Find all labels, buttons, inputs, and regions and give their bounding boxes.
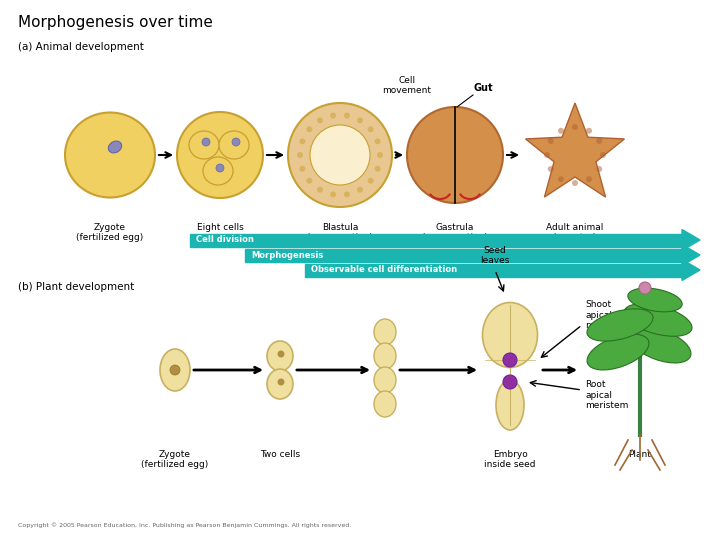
Text: Plant: Plant: [629, 450, 652, 459]
Ellipse shape: [374, 367, 396, 393]
Ellipse shape: [267, 369, 293, 399]
Circle shape: [202, 138, 210, 146]
Circle shape: [368, 178, 374, 184]
Text: Cell division: Cell division: [196, 235, 254, 245]
Circle shape: [503, 375, 517, 389]
Circle shape: [177, 112, 263, 198]
Text: Seed
leaves: Seed leaves: [480, 246, 510, 265]
Text: Zygote
(fertilized egg): Zygote (fertilized egg): [141, 450, 209, 469]
Text: Embryo
inside seed: Embryo inside seed: [485, 450, 536, 469]
Circle shape: [216, 164, 224, 172]
Ellipse shape: [160, 349, 190, 391]
Ellipse shape: [587, 334, 649, 370]
Circle shape: [357, 117, 363, 123]
Ellipse shape: [374, 391, 396, 417]
FancyBboxPatch shape: [245, 248, 682, 261]
Text: (a) Animal development: (a) Animal development: [18, 42, 144, 52]
Ellipse shape: [624, 303, 692, 336]
Polygon shape: [682, 230, 700, 251]
Circle shape: [310, 125, 370, 185]
Circle shape: [558, 176, 564, 182]
Circle shape: [317, 187, 323, 193]
Text: Cell
movement: Cell movement: [382, 76, 431, 95]
Circle shape: [586, 176, 592, 182]
Text: Zygote
(fertilized egg): Zygote (fertilized egg): [76, 223, 143, 242]
Ellipse shape: [629, 327, 691, 363]
FancyBboxPatch shape: [190, 233, 682, 246]
Circle shape: [596, 166, 602, 172]
Ellipse shape: [189, 131, 219, 159]
Circle shape: [600, 152, 606, 158]
Ellipse shape: [496, 380, 524, 430]
Circle shape: [277, 350, 284, 357]
Text: Two cells: Two cells: [260, 450, 300, 459]
Circle shape: [548, 166, 554, 172]
Ellipse shape: [108, 141, 122, 153]
Circle shape: [170, 365, 180, 375]
Text: Copyright © 2005 Pearson Education, Inc. Publishing as Pearson Benjamin Cummings: Copyright © 2005 Pearson Education, Inc.…: [18, 522, 351, 528]
Circle shape: [288, 103, 392, 207]
Circle shape: [377, 152, 383, 158]
Text: (b) Plant development: (b) Plant development: [18, 282, 134, 292]
Ellipse shape: [587, 309, 653, 341]
Circle shape: [232, 138, 240, 146]
Circle shape: [374, 138, 381, 144]
Polygon shape: [682, 245, 700, 266]
Circle shape: [572, 180, 578, 186]
Text: Observable cell differentiation: Observable cell differentiation: [311, 266, 457, 274]
Ellipse shape: [65, 112, 155, 198]
Circle shape: [596, 138, 602, 144]
Ellipse shape: [628, 288, 682, 312]
Circle shape: [374, 166, 381, 172]
Circle shape: [368, 126, 374, 132]
Ellipse shape: [219, 131, 249, 159]
Circle shape: [357, 187, 363, 193]
Text: Adult animal
(sea star): Adult animal (sea star): [546, 223, 603, 242]
Circle shape: [558, 128, 564, 134]
Text: Root
apical
meristem: Root apical meristem: [585, 380, 629, 410]
Circle shape: [306, 178, 312, 184]
Circle shape: [306, 126, 312, 132]
Circle shape: [344, 191, 350, 198]
Circle shape: [300, 138, 305, 144]
Circle shape: [317, 117, 323, 123]
Polygon shape: [682, 260, 700, 280]
Circle shape: [330, 191, 336, 198]
Circle shape: [544, 152, 550, 158]
Circle shape: [503, 353, 517, 367]
Ellipse shape: [267, 341, 293, 371]
Text: Morphogenesis: Morphogenesis: [251, 251, 323, 260]
Ellipse shape: [203, 157, 233, 185]
Circle shape: [407, 107, 503, 203]
Ellipse shape: [482, 302, 538, 368]
Circle shape: [300, 166, 305, 172]
Circle shape: [344, 113, 350, 119]
Text: Blastula
(cross section): Blastula (cross section): [307, 223, 373, 242]
Circle shape: [639, 282, 651, 294]
Circle shape: [586, 128, 592, 134]
Polygon shape: [526, 103, 624, 197]
Circle shape: [297, 152, 303, 158]
FancyBboxPatch shape: [305, 264, 682, 276]
Text: Eight cells: Eight cells: [197, 223, 243, 232]
Text: Gut: Gut: [473, 83, 492, 93]
Text: Shoot
apical
meristem: Shoot apical meristem: [585, 300, 629, 330]
Circle shape: [330, 113, 336, 119]
Text: Morphogenesis over time: Morphogenesis over time: [18, 15, 213, 30]
Text: Gastrula
(cross section): Gastrula (cross section): [422, 223, 488, 242]
Ellipse shape: [374, 319, 396, 345]
Circle shape: [548, 138, 554, 144]
Circle shape: [277, 379, 284, 386]
Circle shape: [572, 124, 578, 130]
Ellipse shape: [374, 343, 396, 369]
